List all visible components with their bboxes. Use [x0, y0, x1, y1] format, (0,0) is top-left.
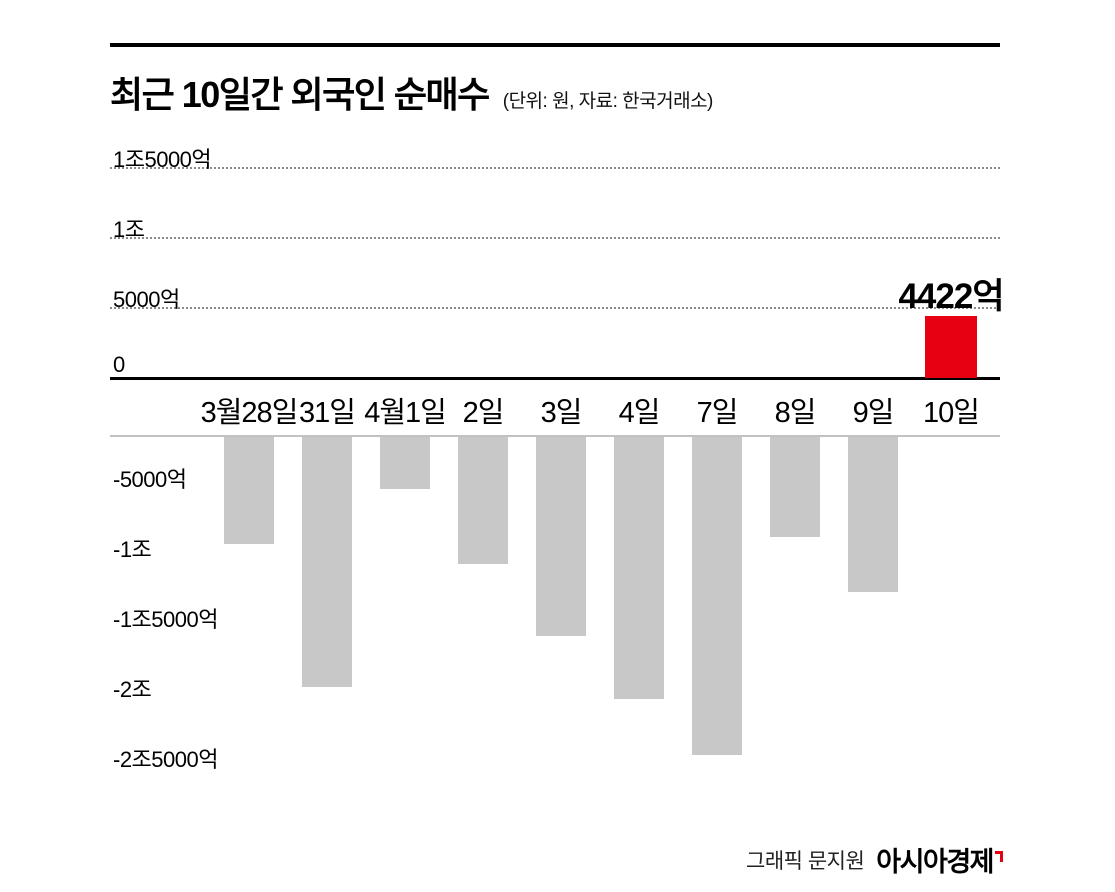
- top-rule: [110, 43, 1000, 47]
- y-axis-label: -5000억: [113, 467, 187, 492]
- chart-subtitle: (단위: 원, 자료: 한국거래소): [502, 91, 714, 112]
- credit-text: 그래픽 문지원: [746, 849, 865, 873]
- y-axis-label: 5000억: [113, 287, 180, 312]
- zero-axis-line: [110, 377, 1000, 380]
- y-axis-label: 1조5000억: [113, 147, 212, 172]
- bar-negative: [224, 437, 274, 544]
- bar-negative: [380, 437, 430, 490]
- bar-negative: [614, 437, 664, 700]
- x-axis-label: 4월1일: [364, 397, 447, 429]
- logo-corner-mark-icon: [995, 851, 1003, 862]
- bar-negative: [458, 437, 508, 564]
- y-axis-label: 0: [113, 352, 125, 377]
- gridline: [110, 237, 1000, 239]
- x-axis-label: 8일: [774, 397, 817, 429]
- bar-value-label: 4422억: [898, 277, 1004, 317]
- y-axis-label: -2조5000억: [113, 747, 218, 772]
- x-axis-label: 3월28일: [200, 397, 299, 429]
- bar-negative: [302, 437, 352, 687]
- asiae-logo: 아시아경제: [876, 840, 1003, 879]
- x-axis-label: 2일: [462, 397, 505, 429]
- chart-header: 최근 10일간 외국인 순매수 (단위: 원, 자료: 한국거래소): [110, 66, 713, 118]
- credit-line: 그래픽 문지원 아시아경제: [746, 840, 1003, 879]
- y-axis-label: -1조5000억: [113, 607, 218, 632]
- bar-positive: [925, 316, 977, 378]
- x-axis-label: 3일: [540, 397, 583, 429]
- x-axis-label: 10일: [923, 397, 980, 429]
- gridline: [110, 167, 1000, 169]
- x-axis-label: 9일: [852, 397, 895, 429]
- y-axis-label: -2조: [113, 677, 152, 702]
- negative-area-top-line: [110, 435, 1000, 437]
- x-axis-label: 4일: [618, 397, 661, 429]
- logo-text: 아시아경제: [876, 847, 994, 877]
- bar-negative: [536, 437, 586, 637]
- bar-negative: [770, 437, 820, 537]
- bar-negative: [848, 437, 898, 592]
- x-axis-label: 7일: [696, 397, 739, 429]
- y-axis-label: -1조: [113, 537, 152, 562]
- gridline: [110, 307, 1000, 309]
- x-axis-label: 31일: [299, 397, 356, 429]
- chart-title: 최근 10일간 외국인 순매수: [110, 74, 490, 115]
- y-axis-label: 1조: [113, 217, 145, 242]
- bar-negative: [692, 437, 742, 756]
